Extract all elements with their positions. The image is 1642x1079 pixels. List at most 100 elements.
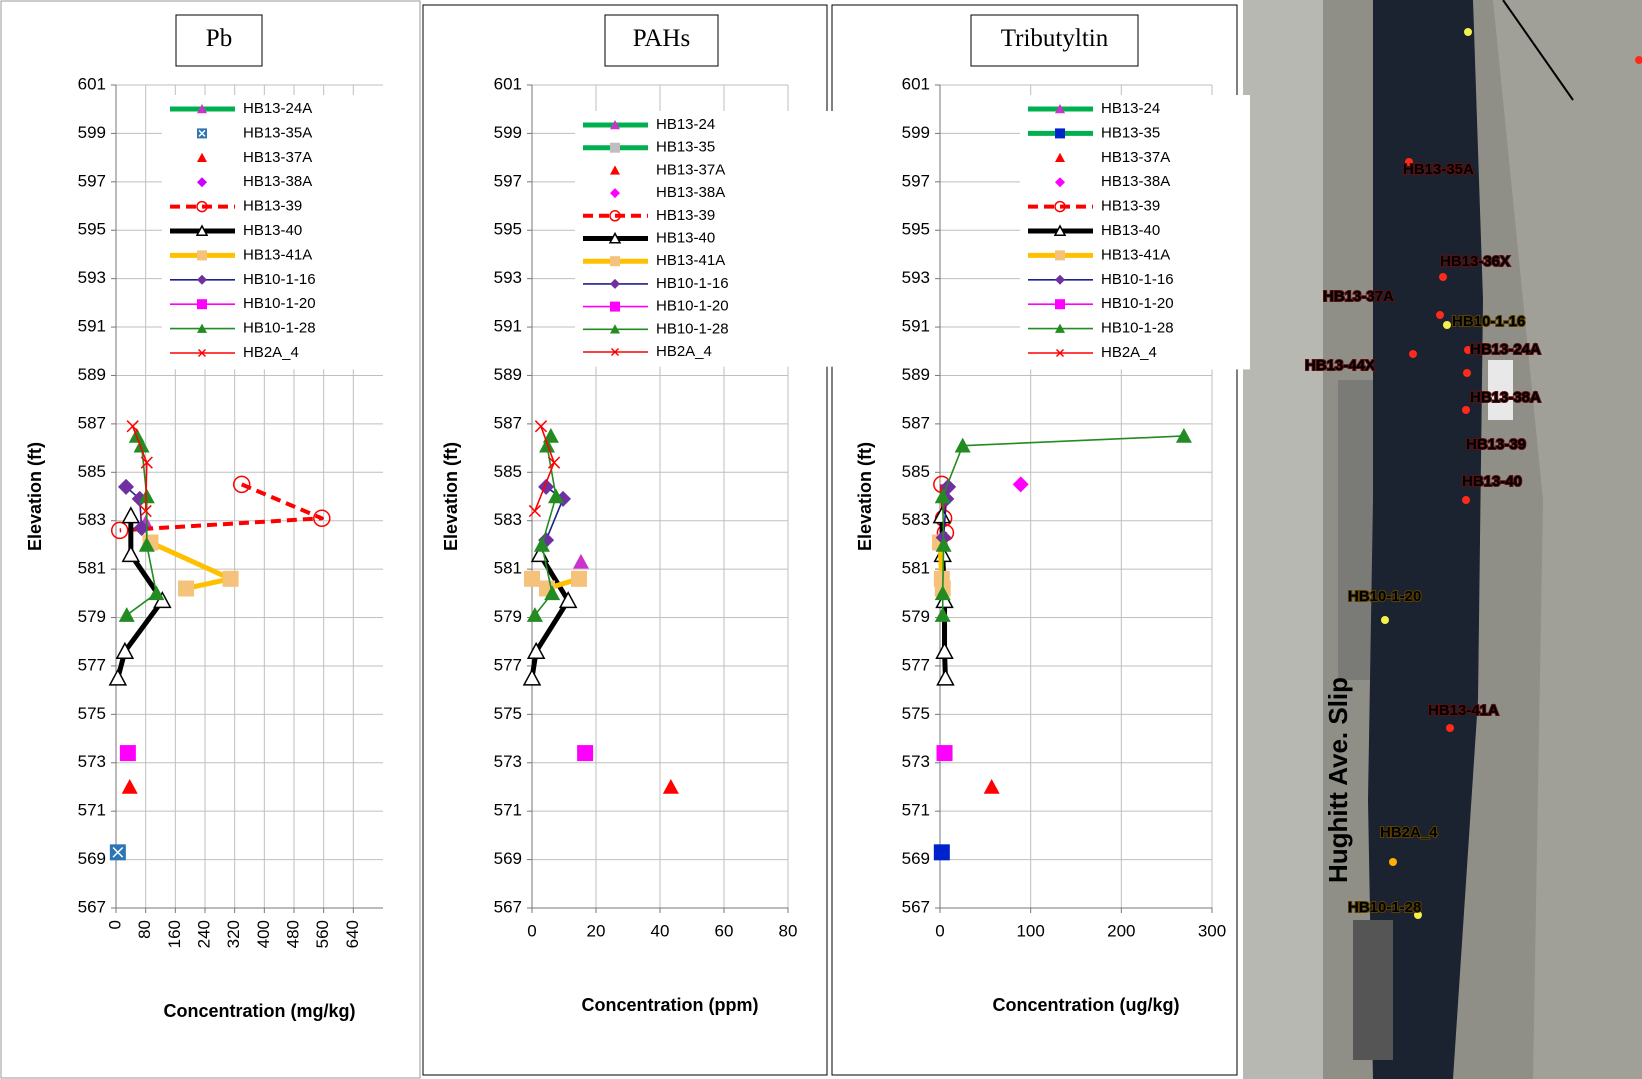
x-tick-label: 0 <box>935 921 944 940</box>
x-tick-label: 480 <box>283 920 302 948</box>
legend-label: HB13-38A <box>1101 173 1170 190</box>
legend-label: HB13-40 <box>243 222 302 239</box>
y-tick-label: 601 <box>78 74 106 93</box>
map-label: HB13-40 <box>1462 473 1522 490</box>
y-tick-label: 571 <box>494 801 522 820</box>
legend-label: HB2A_4 <box>1101 344 1157 361</box>
y-tick-label: 585 <box>494 462 522 481</box>
marker <box>577 745 593 761</box>
legend-label: HB13-41A <box>1101 246 1170 263</box>
legend-label: HB13-41A <box>243 246 312 263</box>
street-label: Hughitt Ave. Slip <box>1323 677 1353 883</box>
marker <box>120 745 136 761</box>
y-tick-label: 579 <box>494 607 522 626</box>
y-tick-label: 573 <box>78 752 106 771</box>
x-tick-label: 320 <box>224 920 243 948</box>
y-tick-label: 589 <box>494 365 522 384</box>
map-label: HB2A_4 <box>1380 824 1438 841</box>
figure: HB13-35A HB13-36X HB13-37A HB10-1-16 HB13-24… <box>0 0 1642 1079</box>
square <box>197 250 207 260</box>
y-tick-label: 573 <box>902 752 930 771</box>
y-tick-label: 589 <box>902 365 930 384</box>
legend-label: HB10-1-16 <box>656 275 729 292</box>
x-tick-label: 160 <box>165 920 184 948</box>
square <box>197 299 207 309</box>
marker <box>610 302 620 312</box>
y-tick-label: 595 <box>494 220 522 239</box>
marker <box>197 250 207 260</box>
map-label: HB13-24A <box>1470 341 1541 358</box>
map-label: HB13-38A <box>1470 389 1541 406</box>
legend-label: HB13-24A <box>243 100 312 117</box>
legend-label: HB13-37A <box>1101 149 1170 166</box>
legend-label: HB13-38A <box>656 184 725 201</box>
y-tick-label: 595 <box>78 220 106 239</box>
x-tick-label: 300 <box>1198 921 1226 940</box>
y-tick-label: 593 <box>902 268 930 287</box>
map-label: HB13-41A <box>1428 702 1499 719</box>
marker <box>571 571 587 587</box>
legend-label: HB10-1-28 <box>656 320 729 337</box>
y-tick-label: 585 <box>902 462 930 481</box>
aerial-map: HB13-35A HB13-36X HB13-37A HB10-1-16 HB13-24… <box>1243 0 1642 1079</box>
legend-label: HB13-39 <box>656 207 715 224</box>
square <box>577 745 593 761</box>
map-label: HB13-35A <box>1403 161 1474 178</box>
x-tick-label: 560 <box>313 920 332 948</box>
marker <box>937 745 953 761</box>
y-tick-label: 585 <box>78 462 106 481</box>
legend-label: HB10-1-16 <box>243 271 316 288</box>
x-tick-label: 0 <box>105 920 124 929</box>
square <box>120 745 136 761</box>
chart-title: PAHs <box>633 25 690 52</box>
legend-label: HB2A_4 <box>656 343 712 360</box>
y-tick-label: 583 <box>78 510 106 529</box>
y-tick-label: 569 <box>494 849 522 868</box>
square <box>610 302 620 312</box>
boring-dot <box>1446 724 1454 732</box>
x-tick-label: 240 <box>194 920 213 948</box>
legend-label: HB10-1-20 <box>243 295 316 312</box>
map-label: HB10-1-28 <box>1348 899 1421 916</box>
boring-dot <box>1463 369 1471 377</box>
map-label: HB13-37A <box>1323 288 1394 305</box>
map-label: HB13-39 <box>1466 436 1526 453</box>
map-label: HB13-36X <box>1440 253 1510 270</box>
y-tick-label: 591 <box>902 317 930 336</box>
y-tick-label: 587 <box>902 413 930 432</box>
legend-label: HB13-40 <box>1101 222 1160 239</box>
y-tick-label: 601 <box>902 74 930 93</box>
chart-title: Tributyltin <box>1001 25 1109 52</box>
legend-label: HB13-37A <box>243 149 312 166</box>
y-tick-label: 597 <box>494 171 522 190</box>
map-label: HB10-1-20 <box>1348 588 1421 605</box>
square <box>1055 299 1065 309</box>
boring-dot <box>1436 311 1444 319</box>
y-tick-label: 599 <box>494 123 522 142</box>
y-tick-label: 591 <box>494 317 522 336</box>
y-tick-label: 599 <box>902 123 930 142</box>
y-tick-label: 581 <box>902 559 930 578</box>
y-tick-label: 577 <box>494 655 522 674</box>
y-tick-label: 597 <box>78 171 106 190</box>
map-label: HB13-44X <box>1305 357 1375 374</box>
square <box>1055 250 1065 260</box>
legend-label: HB13-35 <box>656 139 715 156</box>
marker <box>610 143 620 153</box>
y-axis-label: Elevation (ft) <box>441 442 461 551</box>
y-tick-label: 601 <box>494 74 522 93</box>
legend-label: HB13-39 <box>243 198 302 215</box>
x-axis-label: Concentration (mg/kg) <box>164 1001 356 1021</box>
square <box>178 580 194 596</box>
y-tick-label: 569 <box>902 849 930 868</box>
square <box>934 844 950 860</box>
boring-dot <box>1462 496 1470 504</box>
marker <box>524 571 540 587</box>
legend-label: HB10-1-16 <box>1101 271 1174 288</box>
marker <box>197 299 207 309</box>
marker <box>110 844 126 860</box>
map-label: HB10-1-16 <box>1452 313 1525 330</box>
legend-label: HB13-41A <box>656 252 725 269</box>
y-axis-label: Elevation (ft) <box>855 442 875 551</box>
y-tick-label: 595 <box>902 220 930 239</box>
